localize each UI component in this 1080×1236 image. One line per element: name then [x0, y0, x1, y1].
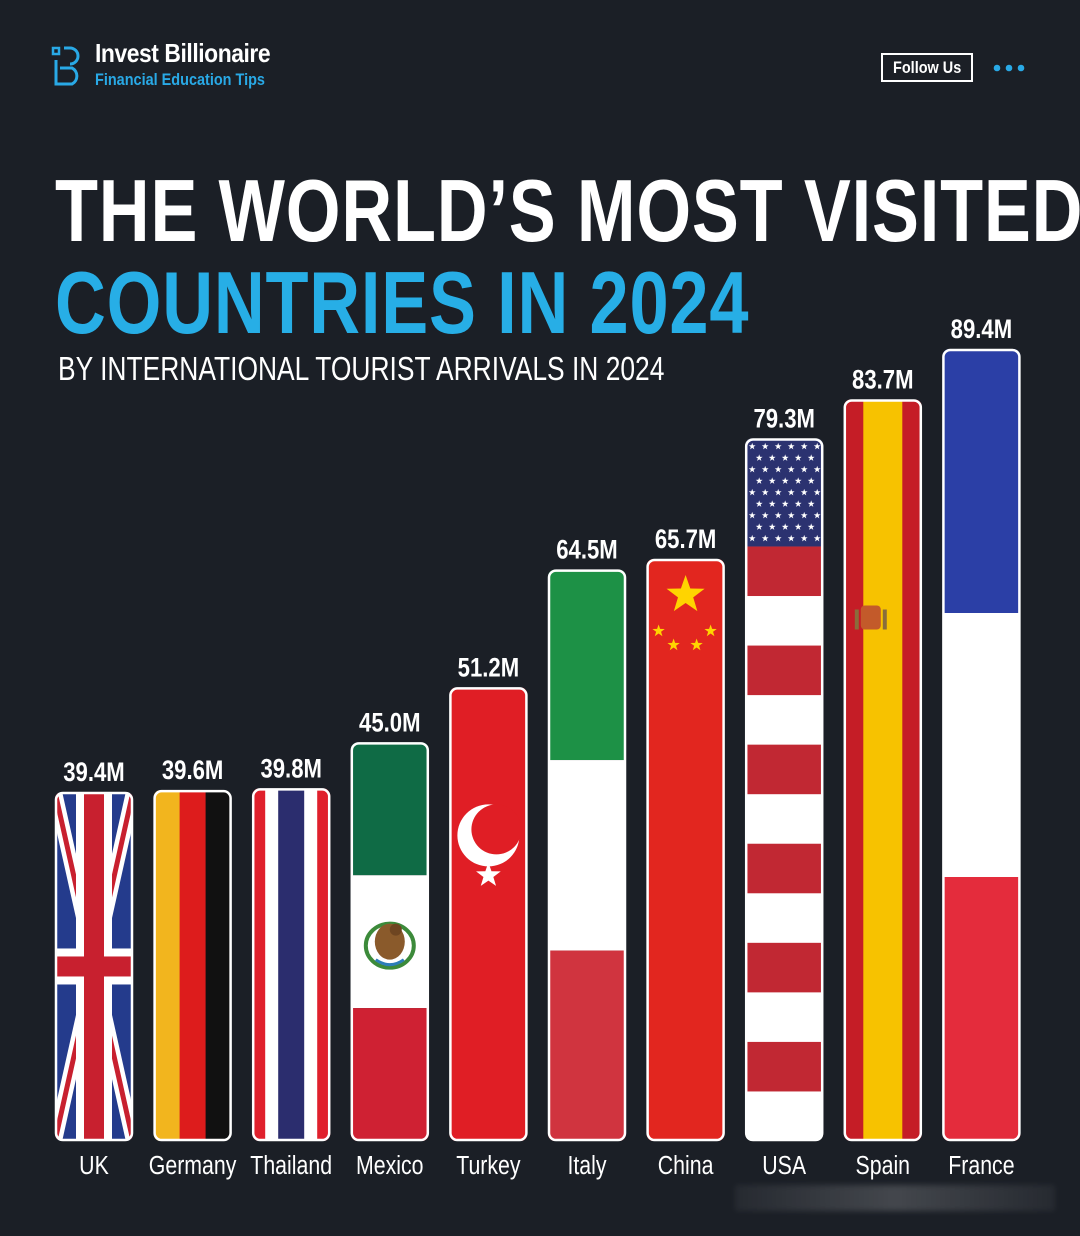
- more-dots-icon[interactable]: [993, 63, 1025, 73]
- category-label-turkey: Turkey: [456, 1151, 520, 1181]
- brand-logo-icon: [51, 46, 80, 86]
- bar-germany-border: [153, 789, 232, 1142]
- bar-spain: [843, 399, 922, 1141]
- data-label-spain: 83.7M: [852, 366, 913, 396]
- bar-italy: [548, 569, 626, 1141]
- data-label-thailand: 39.8M: [260, 754, 321, 784]
- bar-usa-border: [744, 438, 824, 1142]
- category-label-italy: Italy: [567, 1151, 606, 1181]
- bar-thailand: [252, 788, 331, 1141]
- bar-china-border: [646, 558, 725, 1142]
- chart-subtitle: BY INTERNATIONAL TOURIST ARRIVALS IN 202…: [58, 350, 665, 387]
- bar-china: [646, 558, 725, 1141]
- bar-uk-border: [54, 791, 134, 1142]
- bar-uk: [55, 791, 133, 1141]
- category-label-spain: Spain: [856, 1151, 911, 1181]
- bar-france-border: [942, 348, 1021, 1142]
- follow-button-label: Follow Us: [892, 58, 962, 77]
- category-label-uk: UK: [79, 1151, 109, 1181]
- category-label-mexico: Mexico: [356, 1151, 424, 1181]
- bar-thailand-border: [251, 788, 331, 1142]
- data-label-italy: 64.5M: [556, 536, 617, 566]
- category-label-france: France: [948, 1151, 1014, 1181]
- bar-mexico-border: [350, 742, 430, 1142]
- bar-italy-border: [547, 569, 627, 1142]
- data-label-usa: 79.3M: [753, 405, 814, 435]
- data-label-uk: 39.4M: [63, 758, 124, 788]
- data-label-france: 89.4M: [951, 315, 1012, 345]
- brand-name: Invest Billionaire: [95, 38, 271, 68]
- chart-title-line-1: THE WORLD’S MOST VISITED: [55, 161, 1080, 260]
- follow-button[interactable]: Follow Us: [881, 53, 973, 82]
- bar-spain-border: [843, 399, 923, 1142]
- data-label-china: 65.7M: [655, 525, 716, 555]
- data-label-turkey: 51.2M: [458, 653, 519, 683]
- watermark: [735, 1185, 1055, 1211]
- category-label-china: China: [658, 1151, 714, 1181]
- brand-tagline: Financial Education Tips: [95, 70, 265, 89]
- bar-france: [942, 349, 1021, 1141]
- category-label-thailand: Thailand: [250, 1151, 332, 1181]
- data-label-mexico: 45.0M: [359, 708, 420, 738]
- header: Invest Billionaire Financial Education T…: [0, 0, 1080, 120]
- bar-germany: [153, 790, 232, 1141]
- data-label-germany: 39.6M: [162, 756, 223, 786]
- bar-mexico: [350, 742, 429, 1141]
- chart-title-line-2: COUNTRIES IN 2024: [55, 253, 750, 352]
- category-label-germany: Germany: [149, 1151, 237, 1181]
- category-label-usa: USA: [762, 1151, 806, 1181]
- bar-turkey: [449, 687, 528, 1141]
- bar-turkey-border: [449, 687, 528, 1142]
- bar-usa: [745, 438, 824, 1141]
